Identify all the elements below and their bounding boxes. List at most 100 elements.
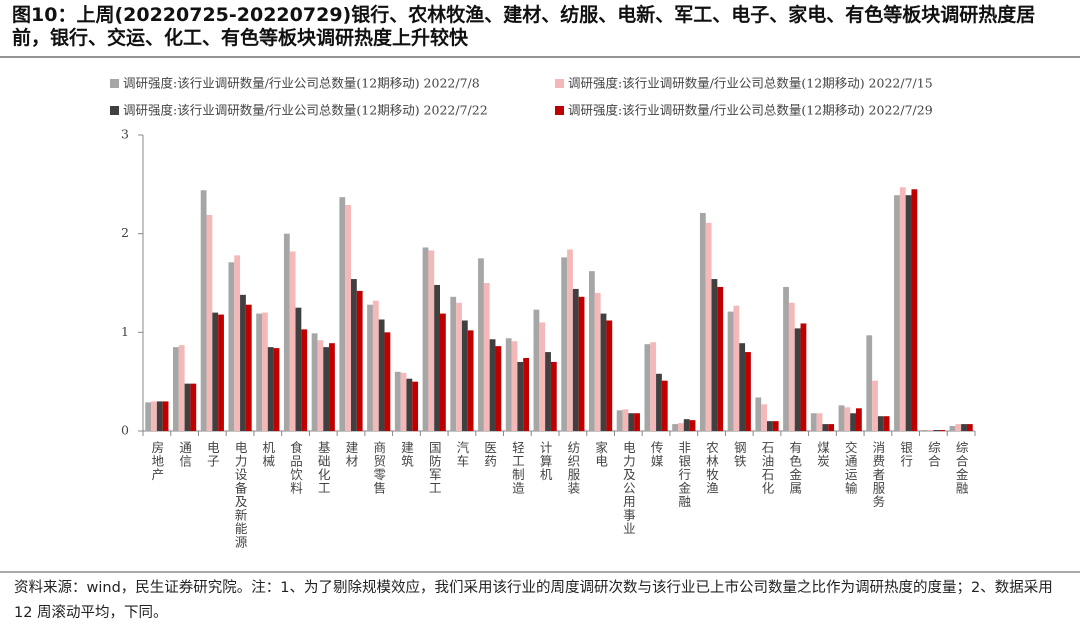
bar [578,296,585,431]
x-tick-label: 传媒 [649,440,664,468]
bar [567,249,573,431]
bar [788,302,795,431]
bar [711,279,718,431]
bar [511,341,518,431]
legend-swatch [555,106,564,115]
bar [156,401,163,431]
legend-swatch [110,79,119,88]
bar [467,330,474,431]
bar [767,421,773,431]
bar [828,424,835,431]
bar [955,424,962,431]
bar [200,190,207,431]
x-tick-label: 建筑 [399,441,414,468]
x-tick-label: 综合 [926,441,941,468]
bar [545,352,551,431]
bar [683,419,690,431]
bar [505,338,512,431]
x-tick-label: 银行 [898,441,913,468]
bar [877,416,884,431]
bar [800,323,807,431]
bar [838,405,845,431]
x-tick-label: 电力设备及新能源 [233,441,248,549]
bar [234,255,241,431]
bar [190,383,197,431]
x-tick-label: 家电 [593,440,608,468]
y-tick-label: 2 [121,225,129,240]
legend-label: 调研强度:该行业调研数量/行业公司总数量(12期移动) 2022/7/29 [568,103,933,118]
bar [672,424,678,431]
bar [262,312,268,431]
bar [705,222,712,431]
bar [440,313,446,431]
bar [400,372,407,431]
bar [428,250,435,431]
bar [606,320,613,431]
bar [351,279,357,431]
bar [212,312,219,431]
x-tick-label: 房地产 [149,440,164,482]
bar [240,294,246,431]
bar [678,423,684,431]
bar [594,292,601,431]
bar [367,304,373,431]
legend-label: 调研强度:该行业调研数量/行业公司总数量(12期移动) 2022/7/15 [568,76,933,91]
bar [218,314,224,431]
bar [523,357,529,431]
bar [228,262,235,431]
bar [689,420,696,431]
bar [622,409,629,431]
bar [406,378,413,431]
bar [317,340,324,431]
footnote: 资料来源：wind，民生证券研究院。注：1、为了剔除规模效应，我们采用该行业的周… [14,580,1053,621]
bar [301,329,308,431]
x-tick-label: 钢铁 [732,441,747,468]
x-tick-label: 综合金融 [954,441,969,495]
bar [394,371,401,431]
bar [323,347,330,431]
bar [717,286,724,431]
bar [733,305,740,431]
bar [267,347,274,431]
bar [650,342,657,431]
bar [295,307,302,431]
bar [899,187,906,431]
bar [616,410,623,431]
bar [517,361,524,431]
bar [245,304,252,431]
x-tick-label: 汽车 [454,440,469,468]
bar [772,421,779,431]
bar [600,313,607,431]
x-tick-label: 基础化工 [316,441,331,495]
bar [783,286,789,431]
bar [844,407,851,431]
bar [450,296,457,431]
bar [628,413,635,431]
y-tick-label: 1 [121,324,129,339]
bar [178,345,185,431]
bar [345,205,351,431]
bar [422,247,429,431]
bar [372,300,379,431]
bar [822,424,829,431]
bar [478,258,484,431]
bar [856,408,862,431]
bar [311,333,318,431]
y-tick-label: 0 [121,423,129,438]
bar [949,426,956,431]
x-tick-label: 交通运输 [843,440,858,495]
bar [816,413,823,431]
bar [378,319,385,431]
bar [810,413,817,431]
bar [894,195,900,431]
bar [699,212,706,431]
bar [927,430,934,431]
bar [339,197,346,431]
bar [145,402,152,431]
bar [739,343,746,431]
bar [273,348,280,431]
x-tick-label: 国防军工 [427,441,442,495]
x-tick-label: 机械 [260,441,275,468]
bar [634,413,640,431]
bar [644,344,651,431]
